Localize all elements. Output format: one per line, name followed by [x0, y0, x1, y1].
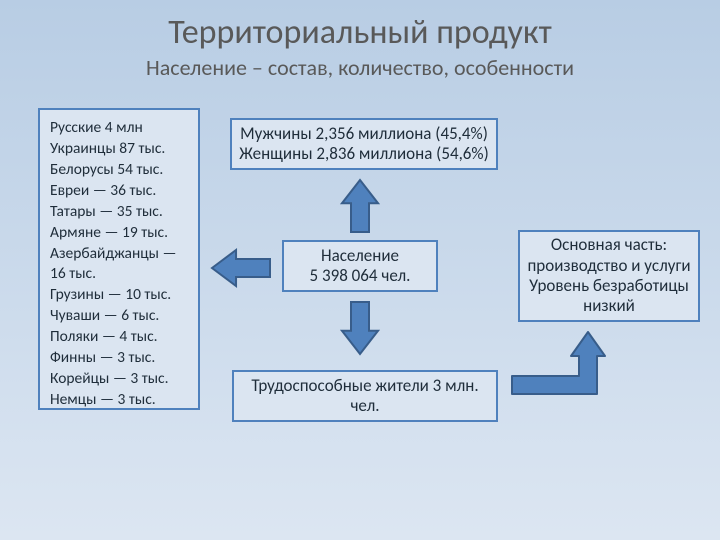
ethnic-line: Чуваши — 6 тыс.: [50, 306, 159, 327]
employment-line-3: Уровень безработицы: [529, 276, 689, 296]
employment-line-1: Основная часть:: [551, 235, 667, 255]
slide-subtitle: Население – состав, количество, особенно…: [0, 54, 720, 81]
ethnic-line: Евреи — 36 тыс.: [50, 181, 156, 202]
ethnic-line: Русские 4 млн: [50, 118, 143, 139]
workforce-box: Трудоспособные жители 3 млн. чел.: [232, 370, 498, 422]
arrow-elbow-icon: [510, 330, 610, 400]
arrow-up-icon: [340, 178, 380, 234]
gender-line-2: Женщины 2,836 миллиона (54,6%): [239, 144, 488, 164]
ethnic-line: Армяне — 19 тыс.: [50, 223, 168, 244]
employment-box: Основная часть: производство и услуги Ур…: [518, 230, 700, 322]
ethnic-line: Корейцы — 3 тыс.: [50, 369, 169, 390]
ethnic-line: Грузины — 10 тыс.: [50, 285, 171, 306]
ethnic-line: Украинцы 87 тыс.: [50, 139, 165, 160]
employment-line-2: производство и услуги: [527, 256, 690, 276]
workforce-line-1: Трудоспособные жители 3 млн. чел.: [240, 376, 490, 417]
ethnic-line: Финны — 3 тыс.: [50, 348, 155, 369]
ethnic-line: Немцы — 3 тыс.: [50, 390, 156, 411]
population-line-1: Население: [321, 246, 399, 266]
slide-title: Территориальный продукт: [0, 12, 720, 53]
ethnic-line: Белорусы 54 тыс.: [50, 160, 163, 181]
ethnic-line: Поляки — 4 тыс.: [50, 327, 158, 348]
population-box: Население 5 398 064 чел.: [282, 240, 438, 292]
ethnic-line: Татары — 35 тыс.: [50, 202, 163, 223]
ethnic-composition-box: Русские 4 млнУкраинцы 87 тыс.Белорусы 54…: [38, 108, 200, 410]
employment-line-4: низкий: [583, 296, 635, 316]
population-line-2: 5 398 064 чел.: [310, 266, 411, 286]
gender-box: Мужчины 2,356 миллиона (45,4%) Женщины 2…: [230, 118, 498, 170]
arrow-down-icon: [340, 300, 380, 356]
ethnic-line: Азербайджанцы — 16 тыс.: [50, 244, 188, 286]
arrow-left-icon: [210, 248, 272, 288]
gender-line-1: Мужчины 2,356 миллиона (45,4%): [240, 124, 488, 144]
